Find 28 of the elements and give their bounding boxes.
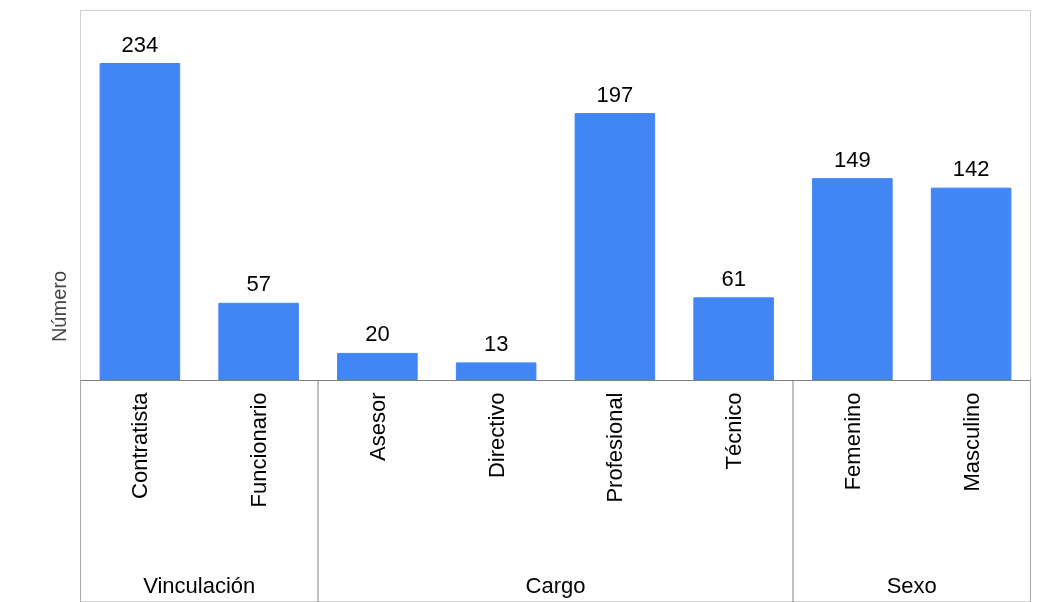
bar <box>218 302 299 381</box>
data-label: 13 <box>483 330 509 356</box>
x-tick-label: Masculino <box>958 392 984 492</box>
text: Vinculación <box>143 573 256 598</box>
data-label: 61 <box>721 265 746 291</box>
data-label: 234 <box>121 31 159 57</box>
bar <box>455 362 537 381</box>
bar <box>812 178 893 381</box>
y-axis-title: Número <box>47 270 70 343</box>
text: Sexo <box>886 573 937 598</box>
bar <box>574 113 656 381</box>
data-label: 57 <box>246 271 271 297</box>
data-label: 20 <box>365 321 390 347</box>
x-tick-label: Directivo <box>483 392 509 479</box>
bar <box>693 297 774 381</box>
x-tick-label: Contratista <box>127 391 153 499</box>
x-tick-label: Asesor <box>364 392 390 461</box>
bar <box>99 63 181 381</box>
x-tick-label: Femenino <box>839 392 865 491</box>
data-label: 149 <box>834 146 871 172</box>
text: Cargo <box>525 573 586 598</box>
bar <box>930 187 1012 381</box>
data-label: 142 <box>952 156 990 182</box>
x-tick-label: Técnico <box>721 392 747 470</box>
data-label: 197 <box>596 81 634 107</box>
x-tick-label: Profesional <box>602 392 628 503</box>
x-tick-label: Funcionario <box>246 392 272 508</box>
bar <box>337 352 418 381</box>
